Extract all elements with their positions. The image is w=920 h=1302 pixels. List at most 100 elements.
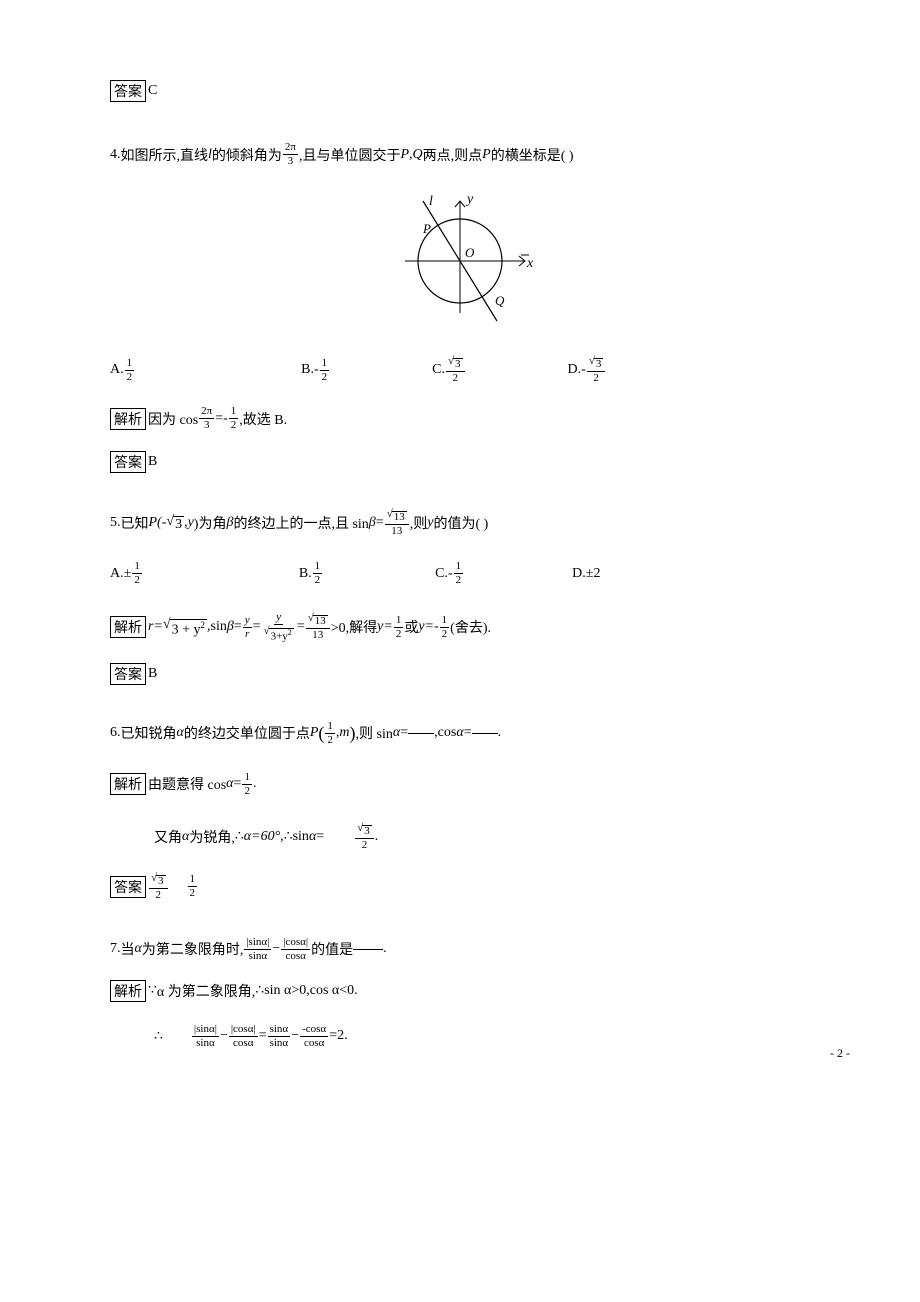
text: 2 xyxy=(593,566,600,582)
frac-num: √3 xyxy=(446,356,465,372)
blank xyxy=(408,733,434,734)
frac: sinα sinα xyxy=(268,1024,291,1049)
frac-num: 1 xyxy=(188,874,198,887)
P: P xyxy=(310,725,319,741)
frac: y √3+y2 xyxy=(262,612,296,643)
q5-opt-A: A. ± 1 2 xyxy=(110,561,143,586)
opt-label: B. xyxy=(299,566,312,582)
q4-diagram-svg: l y x O P Q xyxy=(375,183,545,333)
answer-box: 答案 xyxy=(110,876,146,898)
text: ,故选 B. xyxy=(239,409,287,429)
period: . xyxy=(375,829,379,845)
frac-num: 1 xyxy=(242,772,252,785)
sqrt: √3 xyxy=(166,514,184,533)
frac-num: |sinα| xyxy=(192,1024,219,1037)
frac-den: cosα xyxy=(231,1037,255,1049)
eq: = xyxy=(234,619,242,635)
pm: ± xyxy=(124,566,132,582)
q7-explain-2: ∴ |sinα| sinα − |cosα| cosα = sinα sinα … xyxy=(154,1024,810,1049)
frac-num: 1 xyxy=(313,561,323,574)
frac-den: 2 xyxy=(242,785,252,797)
q5-number: 5. xyxy=(110,515,121,531)
frac-num: √13 xyxy=(385,509,409,525)
frac: 1 2 xyxy=(454,561,464,586)
q4-answer: 答案 B xyxy=(110,451,810,473)
var-a: α xyxy=(309,829,316,845)
frac-den: sinα xyxy=(247,950,270,962)
text: 的值是 xyxy=(311,939,353,959)
therefore: ∴ xyxy=(255,982,264,999)
eq: = xyxy=(253,619,261,635)
explain-box: 解析 xyxy=(110,773,146,795)
frac-den: 3 xyxy=(202,419,212,431)
q4-opt-B: B. - 1 2 xyxy=(301,356,330,384)
svg-text:x: x xyxy=(526,256,534,271)
neg: - xyxy=(448,566,453,582)
q4-var-Q: Q xyxy=(413,147,423,163)
sqrt-rad: 3 xyxy=(173,516,184,533)
frac: 2π 3 xyxy=(199,406,214,431)
text: 3 + y xyxy=(172,622,201,637)
text: 因为 cos xyxy=(148,409,198,429)
m: m xyxy=(339,725,349,741)
q5-opt-C: C. - 1 2 xyxy=(435,561,464,586)
because: ∵ xyxy=(148,982,157,999)
frac-den: 2 xyxy=(188,887,198,899)
sup: 2 xyxy=(288,628,292,637)
svg-text:y: y xyxy=(465,192,474,207)
q5-options: A. ± 1 2 B. 1 2 C. - 1 2 D. ± 2 xyxy=(110,561,810,586)
eq: = xyxy=(376,515,384,531)
q5-stem: 5. 已知 P(- √3 , y )为角 β 的终边上的一点,且 sin β =… xyxy=(110,509,810,537)
answer-box: 答案 xyxy=(110,663,146,685)
q4-opt-D: D. - √3 2 xyxy=(568,356,607,384)
text: )为角 xyxy=(194,513,227,533)
frac: |sinα| sinα xyxy=(192,1024,219,1049)
q4-opt-C: C. √3 2 xyxy=(432,356,465,384)
frac: |cosα| cosα xyxy=(229,1024,258,1049)
sqrt: √3 + y2 xyxy=(163,617,207,639)
var-a: α xyxy=(456,725,463,741)
frac-num: 1 xyxy=(440,615,450,628)
frac-den: 2 xyxy=(154,889,164,901)
var-beta: β xyxy=(227,619,234,635)
q5-explain: 解析 r= √3 + y2 ,sin β = y r = y √3+y2 = √… xyxy=(110,612,810,643)
blank xyxy=(472,733,498,734)
frac-num: y xyxy=(274,612,283,625)
svg-text:Q: Q xyxy=(495,293,505,308)
q7-stem: 7. 当 α 为第二象限角时, |sinα| sinα − |cosα| cos… xyxy=(110,937,810,962)
text: 当 xyxy=(121,939,135,959)
frac: 1 2 xyxy=(242,772,252,797)
therefore: ∴ xyxy=(235,828,244,845)
frac-den: 13 xyxy=(389,525,404,537)
q7-number: 7. xyxy=(110,941,121,957)
text: 3+y xyxy=(271,631,288,643)
eq: =2. xyxy=(329,1028,347,1044)
opt-label: D. xyxy=(572,566,586,582)
frac-num: 2π xyxy=(199,406,214,419)
var-a: α xyxy=(226,776,233,792)
frac: 1 2 xyxy=(229,406,239,431)
frac: 1 2 xyxy=(188,874,198,899)
frac-num: sinα xyxy=(268,1024,291,1037)
text: ,sin xyxy=(207,619,227,635)
q5-answer: 答案 B xyxy=(110,663,810,685)
frac-num: 1 xyxy=(454,561,464,574)
frac: √3 2 xyxy=(149,873,168,901)
sqrt-rad: 3 + y2 xyxy=(170,619,207,639)
frac-num: -cosα xyxy=(300,1024,328,1037)
period: . xyxy=(498,725,502,741)
frac-num: √3 xyxy=(149,873,168,889)
frac-den: 2 xyxy=(313,574,323,586)
svg-text:O: O xyxy=(465,245,475,260)
q4-text: 的倾斜角为 xyxy=(212,145,282,165)
text: ∴sin xyxy=(284,828,309,845)
frac: 1 2 xyxy=(125,358,135,383)
period: . xyxy=(383,941,387,957)
q6-explain-1: 解析 由题意得 cos α = 1 2 . xyxy=(110,772,810,797)
opt-label: C. xyxy=(432,362,445,378)
frac-den: 2 xyxy=(591,372,601,384)
neg: - xyxy=(314,362,319,378)
q4-text: 如图所示,直线 xyxy=(121,145,209,165)
text: 又角 xyxy=(154,827,182,847)
explain-box: 解析 xyxy=(110,980,146,1002)
